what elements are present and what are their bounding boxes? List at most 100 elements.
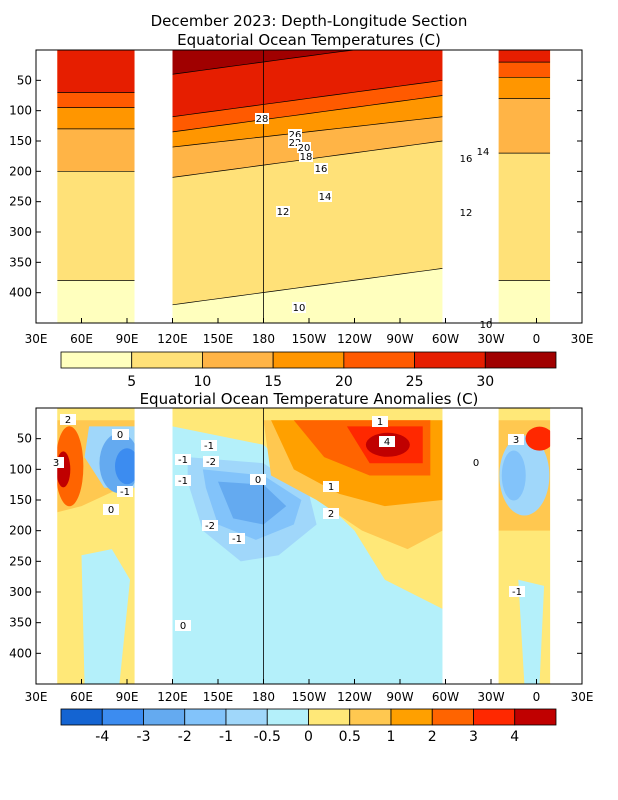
contour-label: 0 bbox=[108, 505, 114, 516]
x-tick-label: 30E bbox=[25, 690, 48, 704]
contour-label: 0 bbox=[117, 430, 123, 441]
colorbar-label: 10 bbox=[194, 374, 212, 390]
land-mask bbox=[36, 50, 58, 323]
contour-label-bg bbox=[229, 533, 245, 544]
y-tick-label: 350 bbox=[9, 255, 32, 269]
contour-label: 10 bbox=[480, 320, 493, 331]
contour-label-bg bbox=[202, 520, 218, 531]
colorbar-label: 20 bbox=[335, 374, 353, 390]
land-mask bbox=[442, 408, 499, 684]
colorbar-swatch bbox=[143, 708, 186, 726]
contour-label-bg bbox=[276, 206, 290, 217]
colorbar-label: -1 bbox=[219, 729, 233, 745]
colorbar-label: 15 bbox=[264, 374, 282, 390]
contour-label: 1 bbox=[328, 482, 334, 493]
anomaly-field bbox=[36, 408, 582, 684]
temperature-band bbox=[498, 50, 551, 63]
contour-label: 16 bbox=[315, 164, 328, 175]
anomaly-blob bbox=[501, 450, 526, 501]
contour-label-bg bbox=[459, 207, 473, 218]
contour-label: 18 bbox=[300, 152, 313, 163]
isotherm-line bbox=[172, 268, 443, 306]
colorbar-swatch bbox=[225, 708, 268, 726]
temperature-panel: December 2023: Depth-Longitude SectionEq… bbox=[9, 12, 593, 390]
x-tick-label: 60E bbox=[70, 332, 93, 346]
x-tick-label: 120W bbox=[337, 690, 372, 704]
colorbar-label: 2 bbox=[428, 729, 437, 745]
anomaly-panel: Equatorial Ocean Temperature Anomalies (… bbox=[9, 390, 593, 745]
contour-label-bg bbox=[508, 434, 524, 445]
contour-label: -1 bbox=[120, 487, 130, 498]
contour-label-bg bbox=[201, 440, 217, 451]
contour-label-bg bbox=[318, 191, 332, 202]
anomaly-region bbox=[81, 549, 131, 684]
x-tick-label: 120W bbox=[337, 332, 372, 346]
contour-label-bg bbox=[297, 142, 311, 153]
contour-label-bg bbox=[175, 620, 191, 631]
colorbar-swatch bbox=[101, 708, 144, 726]
colorbar-swatch bbox=[484, 351, 557, 369]
y-tick-label: 300 bbox=[9, 225, 32, 239]
contour-label: 2 bbox=[65, 415, 71, 426]
y-tick-label: 50 bbox=[17, 432, 32, 446]
x-tick-label: 0 bbox=[533, 332, 541, 346]
x-tick-label: 150W bbox=[292, 690, 327, 704]
land-mask bbox=[442, 50, 499, 323]
isotherm-line bbox=[172, 50, 443, 75]
x-tick-label: 60E bbox=[70, 690, 93, 704]
contour-label-bg bbox=[117, 486, 133, 497]
x-tick-label: 120E bbox=[157, 332, 188, 346]
contour-label-bg bbox=[314, 163, 328, 174]
x-tick-label: 30W bbox=[477, 690, 504, 704]
y-tick-label: 400 bbox=[9, 646, 32, 660]
colorbar-label: -2 bbox=[178, 729, 192, 745]
anomaly-region bbox=[518, 579, 545, 684]
contour-label-bg bbox=[288, 137, 302, 148]
contour-label: 2 bbox=[328, 509, 334, 520]
x-tick-label: 150E bbox=[203, 332, 234, 346]
colorbar-label: 3 bbox=[469, 729, 478, 745]
colorbar-label: 0.5 bbox=[339, 729, 361, 745]
land-mask bbox=[36, 408, 58, 684]
colorbar-label: -0.5 bbox=[254, 729, 281, 745]
colorbar-label: -4 bbox=[95, 729, 109, 745]
contour-label: 26 bbox=[289, 130, 302, 141]
contour-label-bg bbox=[203, 456, 219, 467]
contour-label: 4 bbox=[384, 437, 390, 448]
anomaly-region bbox=[218, 481, 287, 525]
colorbar-label: 4 bbox=[510, 729, 519, 745]
colorbar-label: 5 bbox=[127, 374, 136, 390]
land-mask bbox=[134, 50, 173, 323]
colorbar-label: -3 bbox=[137, 729, 151, 745]
contour-label-bg bbox=[112, 429, 128, 440]
x-tick-label: 90E bbox=[116, 332, 139, 346]
x-tick-label: 30E bbox=[571, 690, 594, 704]
colorbar-swatch bbox=[60, 708, 103, 726]
contour-label: 14 bbox=[477, 147, 490, 158]
chart-title: December 2023: Depth-Longitude Section bbox=[151, 12, 468, 30]
colorbar-swatch bbox=[131, 351, 203, 369]
contour-label-bg bbox=[476, 146, 490, 157]
contour-label: -1 bbox=[232, 534, 242, 545]
x-tick-label: 60W bbox=[432, 332, 459, 346]
contour-label-bg bbox=[292, 302, 306, 313]
contour-label-bg bbox=[60, 414, 76, 425]
contour-label-bg bbox=[323, 508, 339, 519]
anomaly-blob bbox=[115, 448, 139, 485]
land-mask bbox=[134, 408, 173, 684]
contour-label-bg bbox=[175, 475, 191, 486]
contour-label: 0 bbox=[180, 621, 186, 632]
y-tick-label: 150 bbox=[9, 134, 32, 148]
x-tick-label: 90W bbox=[386, 690, 413, 704]
colorbar-swatch bbox=[414, 351, 486, 369]
contour-label-bg bbox=[372, 416, 388, 427]
anomaly-blob bbox=[56, 451, 71, 488]
temperature-field bbox=[36, 50, 582, 323]
contour-label: 28 bbox=[256, 114, 269, 125]
land-mask bbox=[550, 408, 582, 684]
y-tick-label: 250 bbox=[9, 554, 32, 568]
contour-label: -1 bbox=[204, 441, 214, 452]
colorbar-label: 0 bbox=[304, 729, 313, 745]
contour-label-bg bbox=[250, 474, 266, 485]
x-tick-label: 150E bbox=[203, 690, 234, 704]
